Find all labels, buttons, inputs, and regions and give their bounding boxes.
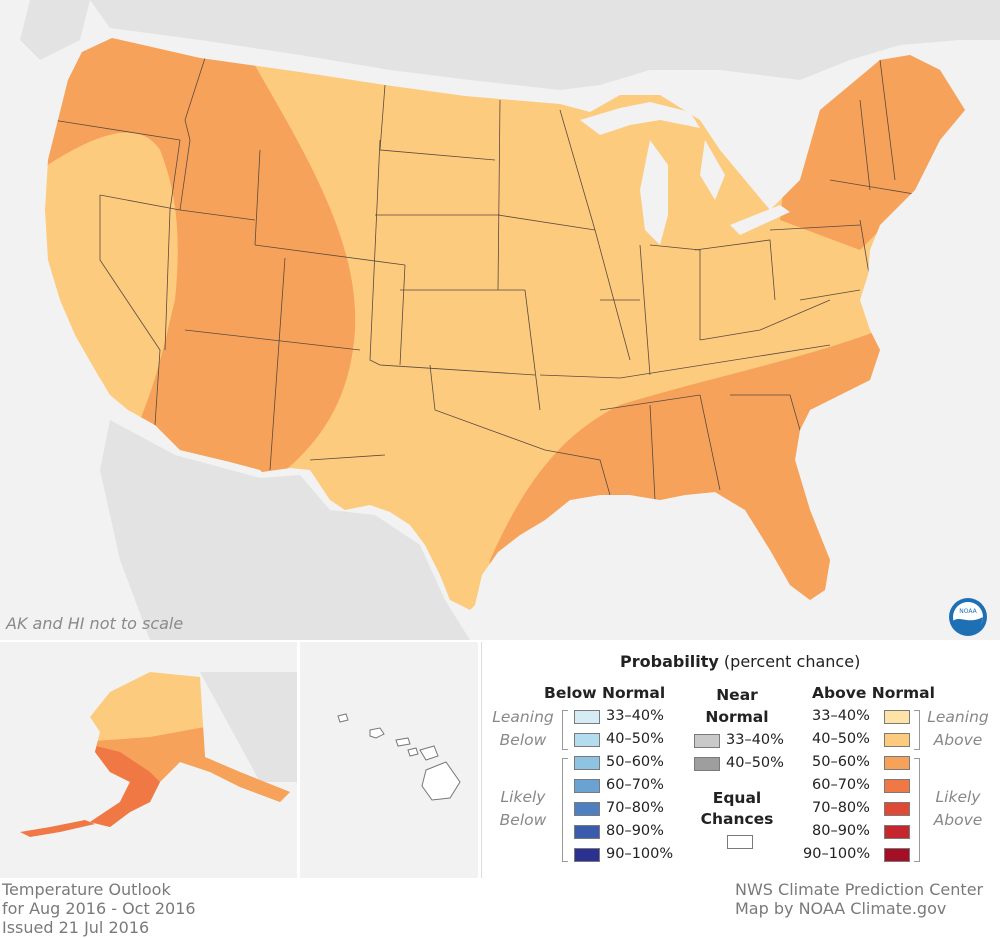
label-above-33-40: 33–40% [812, 708, 870, 724]
label-above-90-100: 90–100% [803, 846, 871, 862]
label-near-40-50: 40–50% [726, 755, 784, 771]
canada-west-land [20, 0, 90, 60]
hawaii-islands [337, 713, 461, 801]
west-zone [45, 38, 356, 480]
lake-michigan [640, 140, 668, 245]
label-below-60-70: 60–70% [606, 777, 664, 793]
swatch-below-90-100 [574, 848, 600, 862]
hawaii-svg [337, 713, 461, 801]
noaa-logo: NOAA [949, 598, 987, 636]
label-below-80-90: 80–90% [606, 823, 664, 839]
label-near-33-40: 33–40% [726, 732, 784, 748]
canada-land [0, 0, 1000, 90]
legend-leaning-below: Leaning Below [492, 708, 554, 749]
swatch-below-70-80 [574, 802, 600, 816]
label-above-70-80: 70–80% [812, 800, 870, 816]
legend-likely-below: Likely Below [499, 788, 547, 829]
lake-erie [730, 205, 790, 235]
swatch-below-60-70 [574, 779, 600, 793]
legend-near-normal-heading: Near Normal [705, 686, 769, 726]
state-borders [45, 57, 921, 501]
conus-map: AK and HI not to scale NOAA [0, 0, 1000, 640]
swatch-above-50-60 [884, 756, 910, 770]
legend-above-normal-heading: Above Normal [812, 684, 935, 702]
label-below-50-60: 50–60% [606, 754, 664, 770]
swatch-near-33-40 [694, 734, 720, 748]
label-below-70-80: 70–80% [606, 800, 664, 816]
label-below-33-40: 33–40% [606, 708, 664, 724]
mexico-land [100, 420, 470, 640]
footer-issued-date: Issued 21 Jul 2016 [2, 918, 150, 937]
legend-below-normal-heading: Below Normal [544, 684, 666, 702]
legend-panel: Probability (percent chance) Below Norma… [481, 642, 1000, 878]
aleutian-islands [20, 820, 95, 837]
legend-title-bold: Probability [620, 652, 719, 671]
bracket-leaning-below [562, 710, 568, 750]
label-above-50-60: 50–60% [812, 754, 870, 770]
legend-title: Probability (percent chance) [620, 652, 860, 671]
swatch-above-60-70 [884, 779, 910, 793]
footer-credit: Map by NOAA Climate.gov [735, 899, 947, 918]
swatch-below-40-50 [574, 733, 600, 747]
swatch-equal-chances [727, 835, 753, 849]
swatch-near-40-50 [694, 757, 720, 771]
swatch-above-70-80 [884, 802, 910, 816]
legend-title-rest: (percent chance) [718, 652, 861, 671]
swatch-above-40-50 [884, 733, 910, 747]
label-above-60-70: 60–70% [812, 777, 870, 793]
swatch-above-33-40 [884, 710, 910, 724]
legend-leaning-above: Leaning Above [927, 708, 989, 749]
label-below-40-50: 40–50% [606, 731, 664, 747]
legend-equal-chances-heading: Equal Chances [700, 789, 774, 828]
swatch-below-33-40 [574, 710, 600, 724]
footer-outlook-period: for Aug 2016 - Oct 2016 [2, 899, 196, 918]
footer-left: Temperature Outlook for Aug 2016 - Oct 2… [2, 880, 196, 937]
swatch-below-80-90 [574, 825, 600, 839]
label-above-80-90: 80–90% [812, 823, 870, 839]
legend-likely-above: Likely Above [933, 788, 983, 829]
bracket-likely-above [914, 758, 920, 862]
scale-note: AK and HI not to scale [6, 614, 184, 633]
lake-superior [580, 102, 700, 135]
bracket-leaning-above [914, 710, 920, 750]
footer-right: NWS Climate Prediction Center Map by NOA… [735, 880, 983, 918]
noaa-logo-text: NOAA [959, 608, 977, 615]
bracket-likely-below [562, 758, 568, 862]
canada-yukon [200, 672, 297, 782]
swatch-above-90-100 [884, 848, 910, 862]
alaska-inset [0, 642, 297, 878]
alaska-svg [20, 672, 297, 837]
conus-map-svg [0, 0, 1000, 640]
label-above-40-50: 40–50% [812, 731, 870, 747]
footer-agency: NWS Climate Prediction Center [735, 880, 984, 899]
swatch-below-50-60 [574, 756, 600, 770]
label-below-90-100: 90–100% [606, 846, 674, 862]
swatch-above-80-90 [884, 825, 910, 839]
lake-huron [700, 140, 725, 200]
hawaii-inset [300, 642, 478, 878]
footer-outlook-title: Temperature Outlook [2, 880, 171, 899]
